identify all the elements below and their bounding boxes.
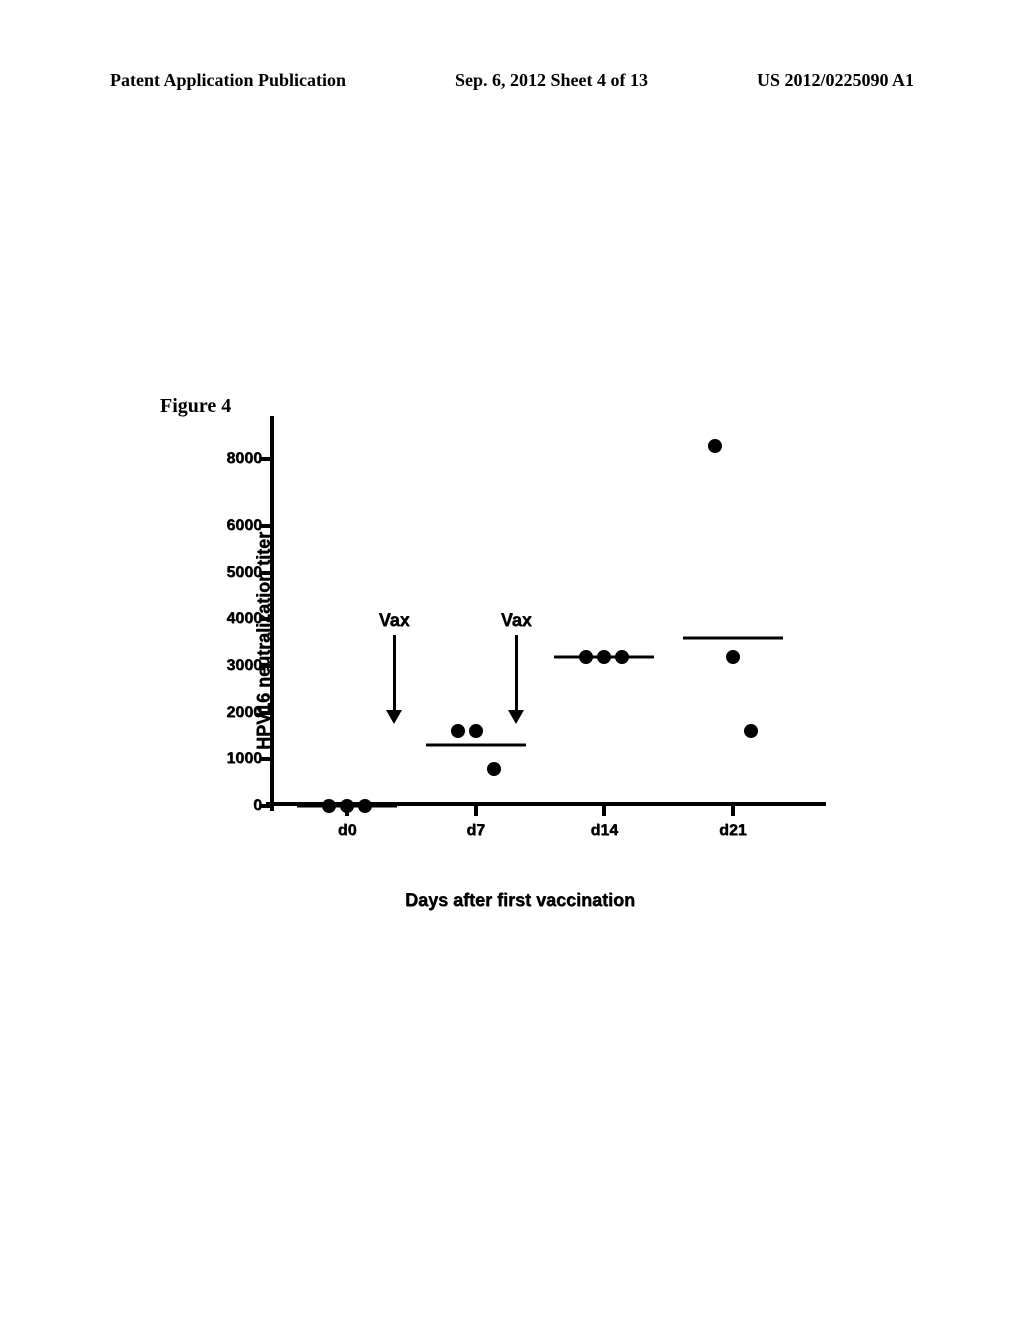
arrow-head-icon bbox=[386, 710, 402, 724]
y-tick-label: 1000 bbox=[226, 750, 262, 768]
x-tick-label: d0 bbox=[338, 822, 357, 840]
y-tick-label: 0 bbox=[253, 797, 262, 815]
y-tick bbox=[260, 804, 274, 808]
y-tick-label: 8000 bbox=[226, 450, 262, 468]
vax-label: Vax bbox=[379, 610, 410, 631]
data-point bbox=[708, 439, 722, 453]
data-point bbox=[469, 724, 483, 738]
x-tick-label: d7 bbox=[466, 822, 485, 840]
arrow-line bbox=[393, 635, 396, 710]
y-tick-label: 4000 bbox=[226, 610, 262, 628]
y-axis bbox=[270, 416, 274, 811]
data-point bbox=[726, 650, 740, 664]
x-tick-label: d21 bbox=[719, 822, 747, 840]
header-right: US 2012/0225090 A1 bbox=[757, 70, 914, 91]
data-point bbox=[487, 762, 501, 776]
vax-label: Vax bbox=[501, 610, 532, 631]
plot-area: 01000200030004000500060008000d0d7d14d21V… bbox=[270, 426, 810, 806]
median-line bbox=[683, 637, 783, 640]
y-tick-label: 3000 bbox=[226, 657, 262, 675]
chart-area: HPV16 neutralization titer Days after fi… bbox=[200, 426, 840, 856]
median-line bbox=[426, 744, 526, 747]
header-center: Sep. 6, 2012 Sheet 4 of 13 bbox=[455, 70, 648, 91]
x-axis-label: Days after first vaccination bbox=[405, 890, 635, 911]
median-line bbox=[554, 655, 654, 658]
x-tick bbox=[731, 802, 735, 816]
arrow-head-icon bbox=[508, 710, 524, 724]
vax-arrow: Vax bbox=[379, 610, 410, 724]
header-left: Patent Application Publication bbox=[110, 70, 346, 91]
y-tick-label: 2000 bbox=[226, 704, 262, 722]
vax-arrow: Vax bbox=[501, 610, 532, 724]
x-tick bbox=[602, 802, 606, 816]
arrow-line bbox=[515, 635, 518, 710]
x-tick-label: d14 bbox=[590, 822, 618, 840]
data-point bbox=[744, 724, 758, 738]
y-tick-label: 6000 bbox=[226, 517, 262, 535]
page-header: Patent Application Publication Sep. 6, 2… bbox=[0, 70, 1024, 91]
x-tick bbox=[474, 802, 478, 816]
y-tick-label: 5000 bbox=[226, 564, 262, 582]
figure-container: Figure 4 HPV16 neutralization titer Days… bbox=[160, 395, 860, 856]
median-line bbox=[297, 805, 397, 808]
data-point bbox=[451, 724, 465, 738]
figure-label: Figure 4 bbox=[160, 395, 860, 418]
